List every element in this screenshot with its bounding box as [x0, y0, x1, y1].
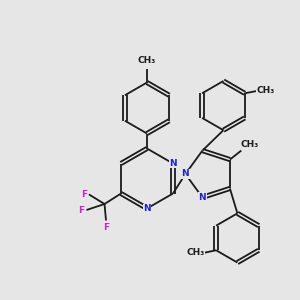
Text: CH₃: CH₃ [138, 56, 156, 65]
Text: F: F [78, 206, 84, 215]
Text: F: F [103, 223, 110, 232]
Text: N: N [143, 204, 151, 213]
Text: N: N [182, 169, 189, 178]
Text: F: F [81, 190, 87, 199]
Text: N: N [199, 193, 206, 202]
Text: CH₃: CH₃ [240, 140, 259, 149]
Text: CH₃: CH₃ [187, 248, 205, 257]
Text: N: N [169, 159, 177, 168]
Text: CH₃: CH₃ [256, 86, 275, 95]
